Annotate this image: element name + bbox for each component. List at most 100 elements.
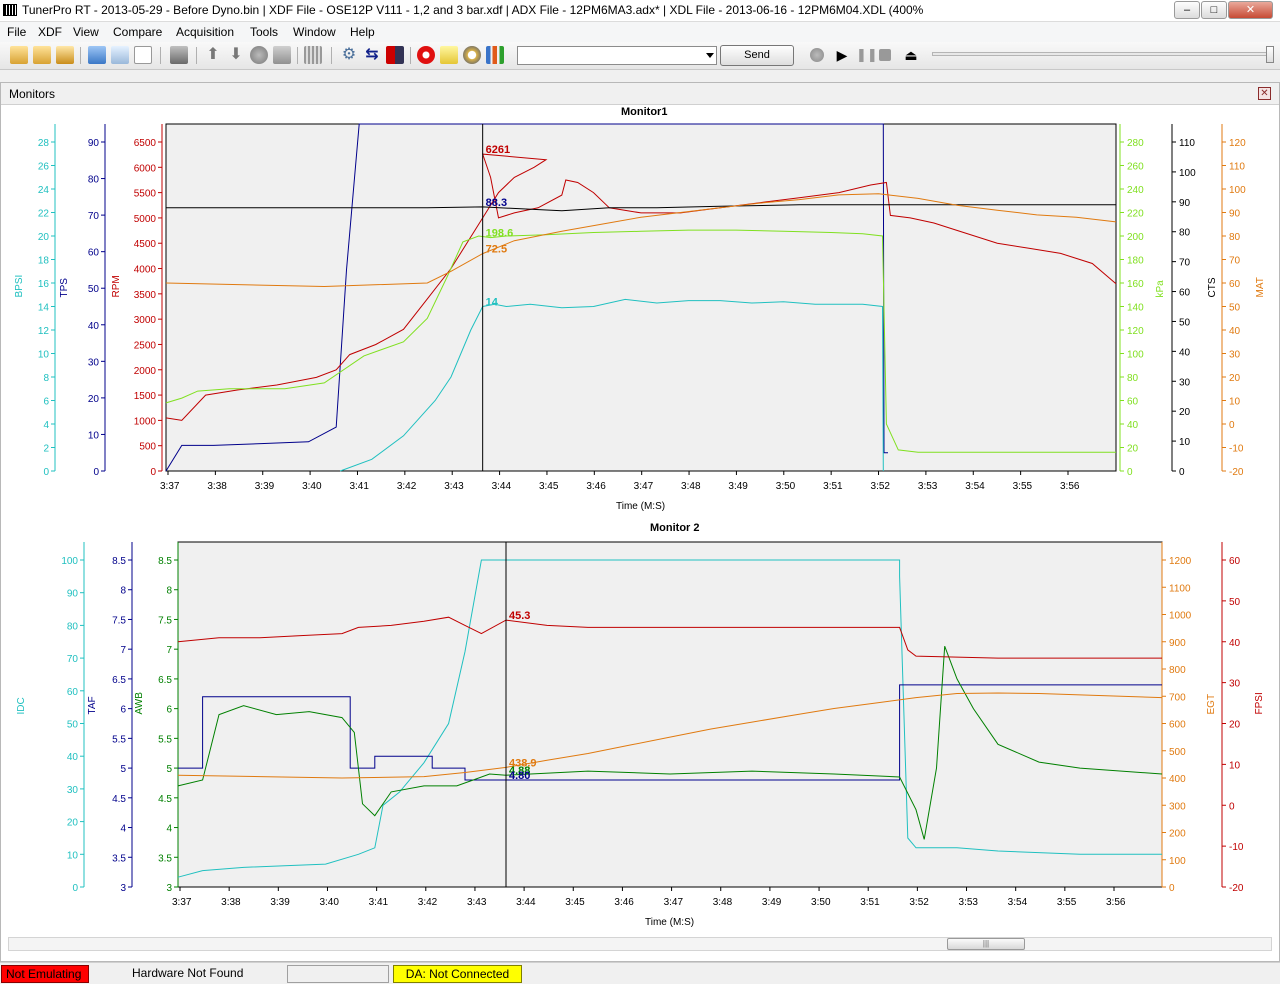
y-tick-label: 10 [88, 430, 100, 441]
x-tick-label: 3:42 [418, 897, 438, 908]
data-stream-select[interactable] [517, 46, 717, 65]
x-tick-label: 3:37 [172, 897, 192, 908]
close-button[interactable]: ✕ [1228, 1, 1273, 19]
y-tick-label: 8 [166, 586, 172, 597]
menu-compare[interactable]: Compare [113, 25, 163, 39]
up-arrow-icon[interactable]: ⬆ [206, 46, 220, 63]
x-tick-label: 3:37 [160, 481, 180, 492]
y-tick-label: 3 [120, 883, 126, 894]
y-tick-label: 0 [1229, 801, 1235, 812]
y-axis-label: RPM [111, 275, 122, 297]
swap-arrows-icon[interactable]: ⇆ [365, 46, 379, 63]
y-tick-label: 110 [1179, 138, 1195, 149]
x-tick-label: 3:49 [762, 897, 782, 908]
chart-title: Monitor 2 [650, 522, 700, 534]
toolbar-separator [410, 47, 411, 64]
playback-slider-thumb[interactable] [1266, 46, 1274, 63]
y-tick-label: 10 [67, 850, 79, 861]
record-icon[interactable] [810, 48, 824, 62]
menu-help[interactable]: Help [350, 25, 375, 39]
monitors-title: Monitors [9, 87, 56, 101]
open-folder-icon[interactable] [33, 46, 51, 64]
cursor-value-label: 88.3 [486, 197, 507, 209]
play-icon[interactable]: ▶ [836, 47, 848, 63]
emulator-icon[interactable] [170, 46, 188, 64]
y-tick-label: 28 [38, 138, 50, 149]
y-tick-label: 30 [88, 357, 100, 368]
y-tick-label: 30 [1229, 350, 1241, 361]
compare-icon[interactable] [88, 46, 106, 64]
note-icon[interactable] [440, 46, 458, 64]
y-tick-label: 20 [1229, 373, 1241, 384]
series-line-cts [166, 204, 1116, 212]
maximize-button[interactable]: □ [1201, 1, 1227, 19]
open-folder-icon[interactable] [10, 46, 28, 64]
playback-slider[interactable] [932, 52, 1268, 56]
menu-tools[interactable]: Tools [250, 25, 279, 39]
y-tick-label: 3.5 [112, 853, 126, 864]
eject-icon[interactable]: ⏏ [904, 47, 918, 63]
x-tick-label: 3:52 [871, 481, 891, 492]
y-tick-label: -20 [1229, 883, 1244, 894]
scrollbar-thumb[interactable]: ||| [947, 938, 1025, 950]
x-tick-label: 3:54 [965, 481, 985, 492]
y-tick-label: 10 [38, 350, 50, 361]
gauge-icon[interactable] [463, 46, 481, 64]
y-axis-label: TPS [59, 278, 70, 298]
y-tick-label: 70 [1229, 256, 1241, 267]
y-axis-label: IDC [16, 697, 27, 714]
save-icon[interactable] [56, 46, 74, 64]
y-tick-label: 5.5 [158, 734, 172, 745]
series-line-tps [165, 123, 888, 472]
y-tick-label: 6 [166, 705, 172, 716]
y-tick-label: 100 [61, 556, 78, 567]
y-tick-label: 7.5 [112, 615, 126, 626]
record-icon[interactable] [417, 46, 435, 64]
y-tick-label: 500 [1169, 747, 1186, 758]
menu-xdf[interactable]: XDF [38, 25, 62, 39]
y-tick-label: 10 [1229, 760, 1241, 771]
menu-file[interactable]: File [7, 25, 27, 39]
y-tick-label: 30 [1229, 679, 1241, 690]
y-tick-label: 1100 [1169, 583, 1191, 594]
series-line-awb [177, 646, 1163, 840]
circle-icon[interactable] [250, 46, 268, 64]
menu-window[interactable]: Window [293, 25, 336, 39]
down-arrow-icon[interactable]: ⬇ [229, 46, 243, 63]
y-tick-label: 0 [1229, 420, 1235, 431]
new-document-icon[interactable] [134, 46, 152, 64]
stop-icon[interactable] [879, 49, 891, 61]
y-tick-label: 400 [1169, 774, 1186, 785]
send-button[interactable]: Send [720, 45, 794, 66]
copy-icon[interactable] [273, 46, 291, 64]
x-tick-label: 3:52 [909, 897, 929, 908]
horizontal-scrollbar[interactable]: ||| [8, 937, 1272, 951]
monitors-header: Monitors ✕ [1, 83, 1279, 105]
toolbar-separator [160, 47, 161, 64]
y-tick-label: 7 [166, 645, 172, 656]
y-tick-label: 280 [1127, 138, 1144, 149]
y-tick-label: 20 [1229, 720, 1241, 731]
gear-icon[interactable]: ⚙ [341, 46, 357, 63]
y-tick-label: 100 [1229, 185, 1246, 196]
series-line-egt [177, 692, 1163, 779]
chip-icon[interactable] [304, 46, 322, 64]
y-tick-label: 100 [1127, 350, 1144, 361]
y-tick-label: 50 [67, 720, 79, 731]
x-tick-label: 3:40 [302, 481, 322, 492]
y-tick-label: 4500 [134, 239, 157, 250]
close-icon[interactable]: ✕ [1258, 87, 1271, 100]
y-tick-label: 3500 [134, 290, 157, 301]
pause-icon[interactable]: ❚❚ [856, 47, 878, 62]
y-tick-label: 3 [166, 883, 172, 894]
flag-icon[interactable] [386, 46, 404, 64]
y-tick-label: 6500 [134, 138, 157, 149]
minimize-button[interactable]: – [1174, 1, 1200, 19]
x-axis-label: Time (M:S) [645, 917, 694, 928]
menu-view[interactable]: View [73, 25, 99, 39]
y-tick-label: 20 [67, 818, 79, 829]
bar-chart-icon[interactable] [486, 46, 504, 64]
status-data-acquisition: DA: Not Connected [393, 965, 522, 983]
flask-icon[interactable] [111, 46, 129, 64]
menu-acquisition[interactable]: Acquisition [176, 25, 235, 39]
